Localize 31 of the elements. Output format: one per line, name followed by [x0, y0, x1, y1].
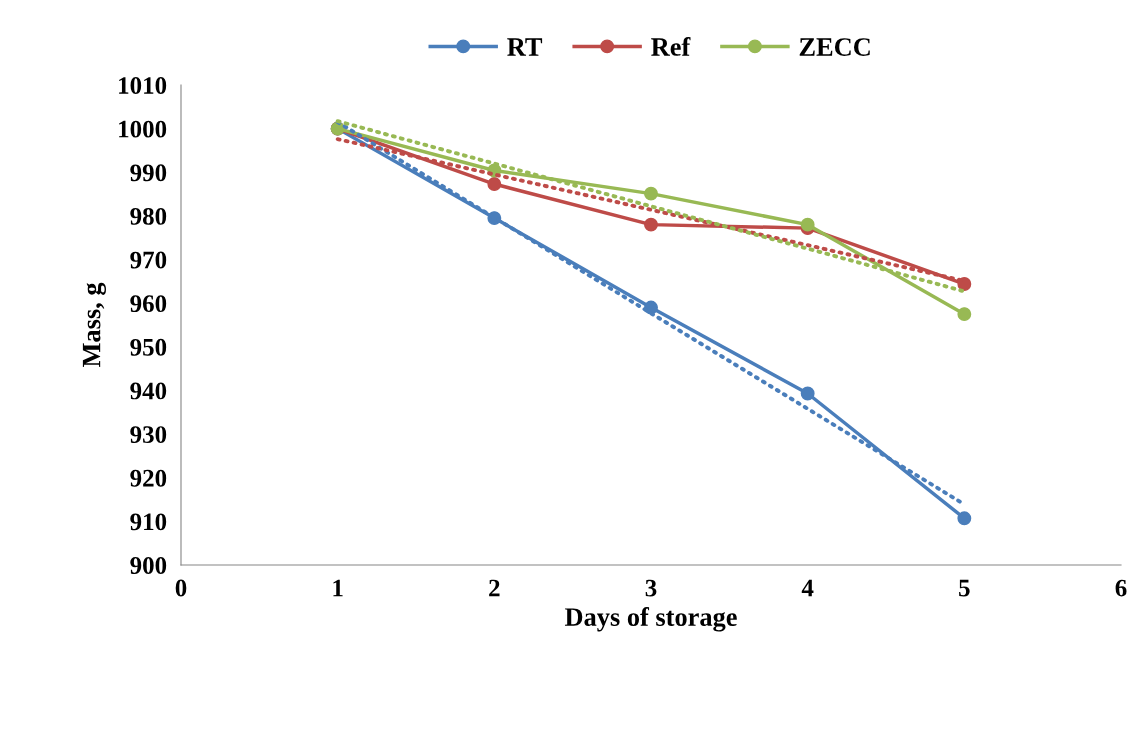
y-tick-label: 960	[130, 295, 167, 313]
y-tick-label: 940	[130, 382, 167, 400]
y-tick-label: 950	[130, 338, 167, 356]
point	[487, 177, 502, 191]
legend-label: RT	[507, 38, 543, 56]
y-tick-label: 990	[130, 164, 167, 182]
x-axis-title: Days of storage	[564, 607, 737, 632]
x-tick-label: 3	[645, 579, 657, 597]
x-tick-label: 6	[1115, 579, 1127, 597]
point	[800, 386, 815, 401]
y-tick-label: 1000	[119, 120, 167, 138]
x-tick-label: 5	[959, 579, 970, 597]
y-tick-label: 1010	[119, 77, 167, 94]
x-tick-label: 4	[801, 579, 814, 597]
point	[800, 217, 815, 232]
x-tick-label: 1	[333, 579, 343, 597]
point	[644, 217, 658, 232]
point	[957, 511, 972, 526]
y-tick-label: 980	[130, 207, 167, 225]
y-tick-label: 910	[130, 513, 167, 531]
y-tick-label: 900	[130, 557, 167, 574]
legend-label: Ref	[651, 37, 691, 56]
x-tick-label: 2	[489, 579, 500, 597]
point	[644, 186, 658, 201]
legend-label: ZECC	[799, 38, 870, 56]
y-axis-title: Mass, g	[82, 282, 106, 368]
point	[957, 307, 972, 322]
y-tick-label: 920	[130, 469, 167, 487]
y-tick-label: 930	[130, 426, 167, 444]
x-tick-label: 0	[175, 579, 187, 597]
y-tick-label: 970	[130, 251, 167, 269]
